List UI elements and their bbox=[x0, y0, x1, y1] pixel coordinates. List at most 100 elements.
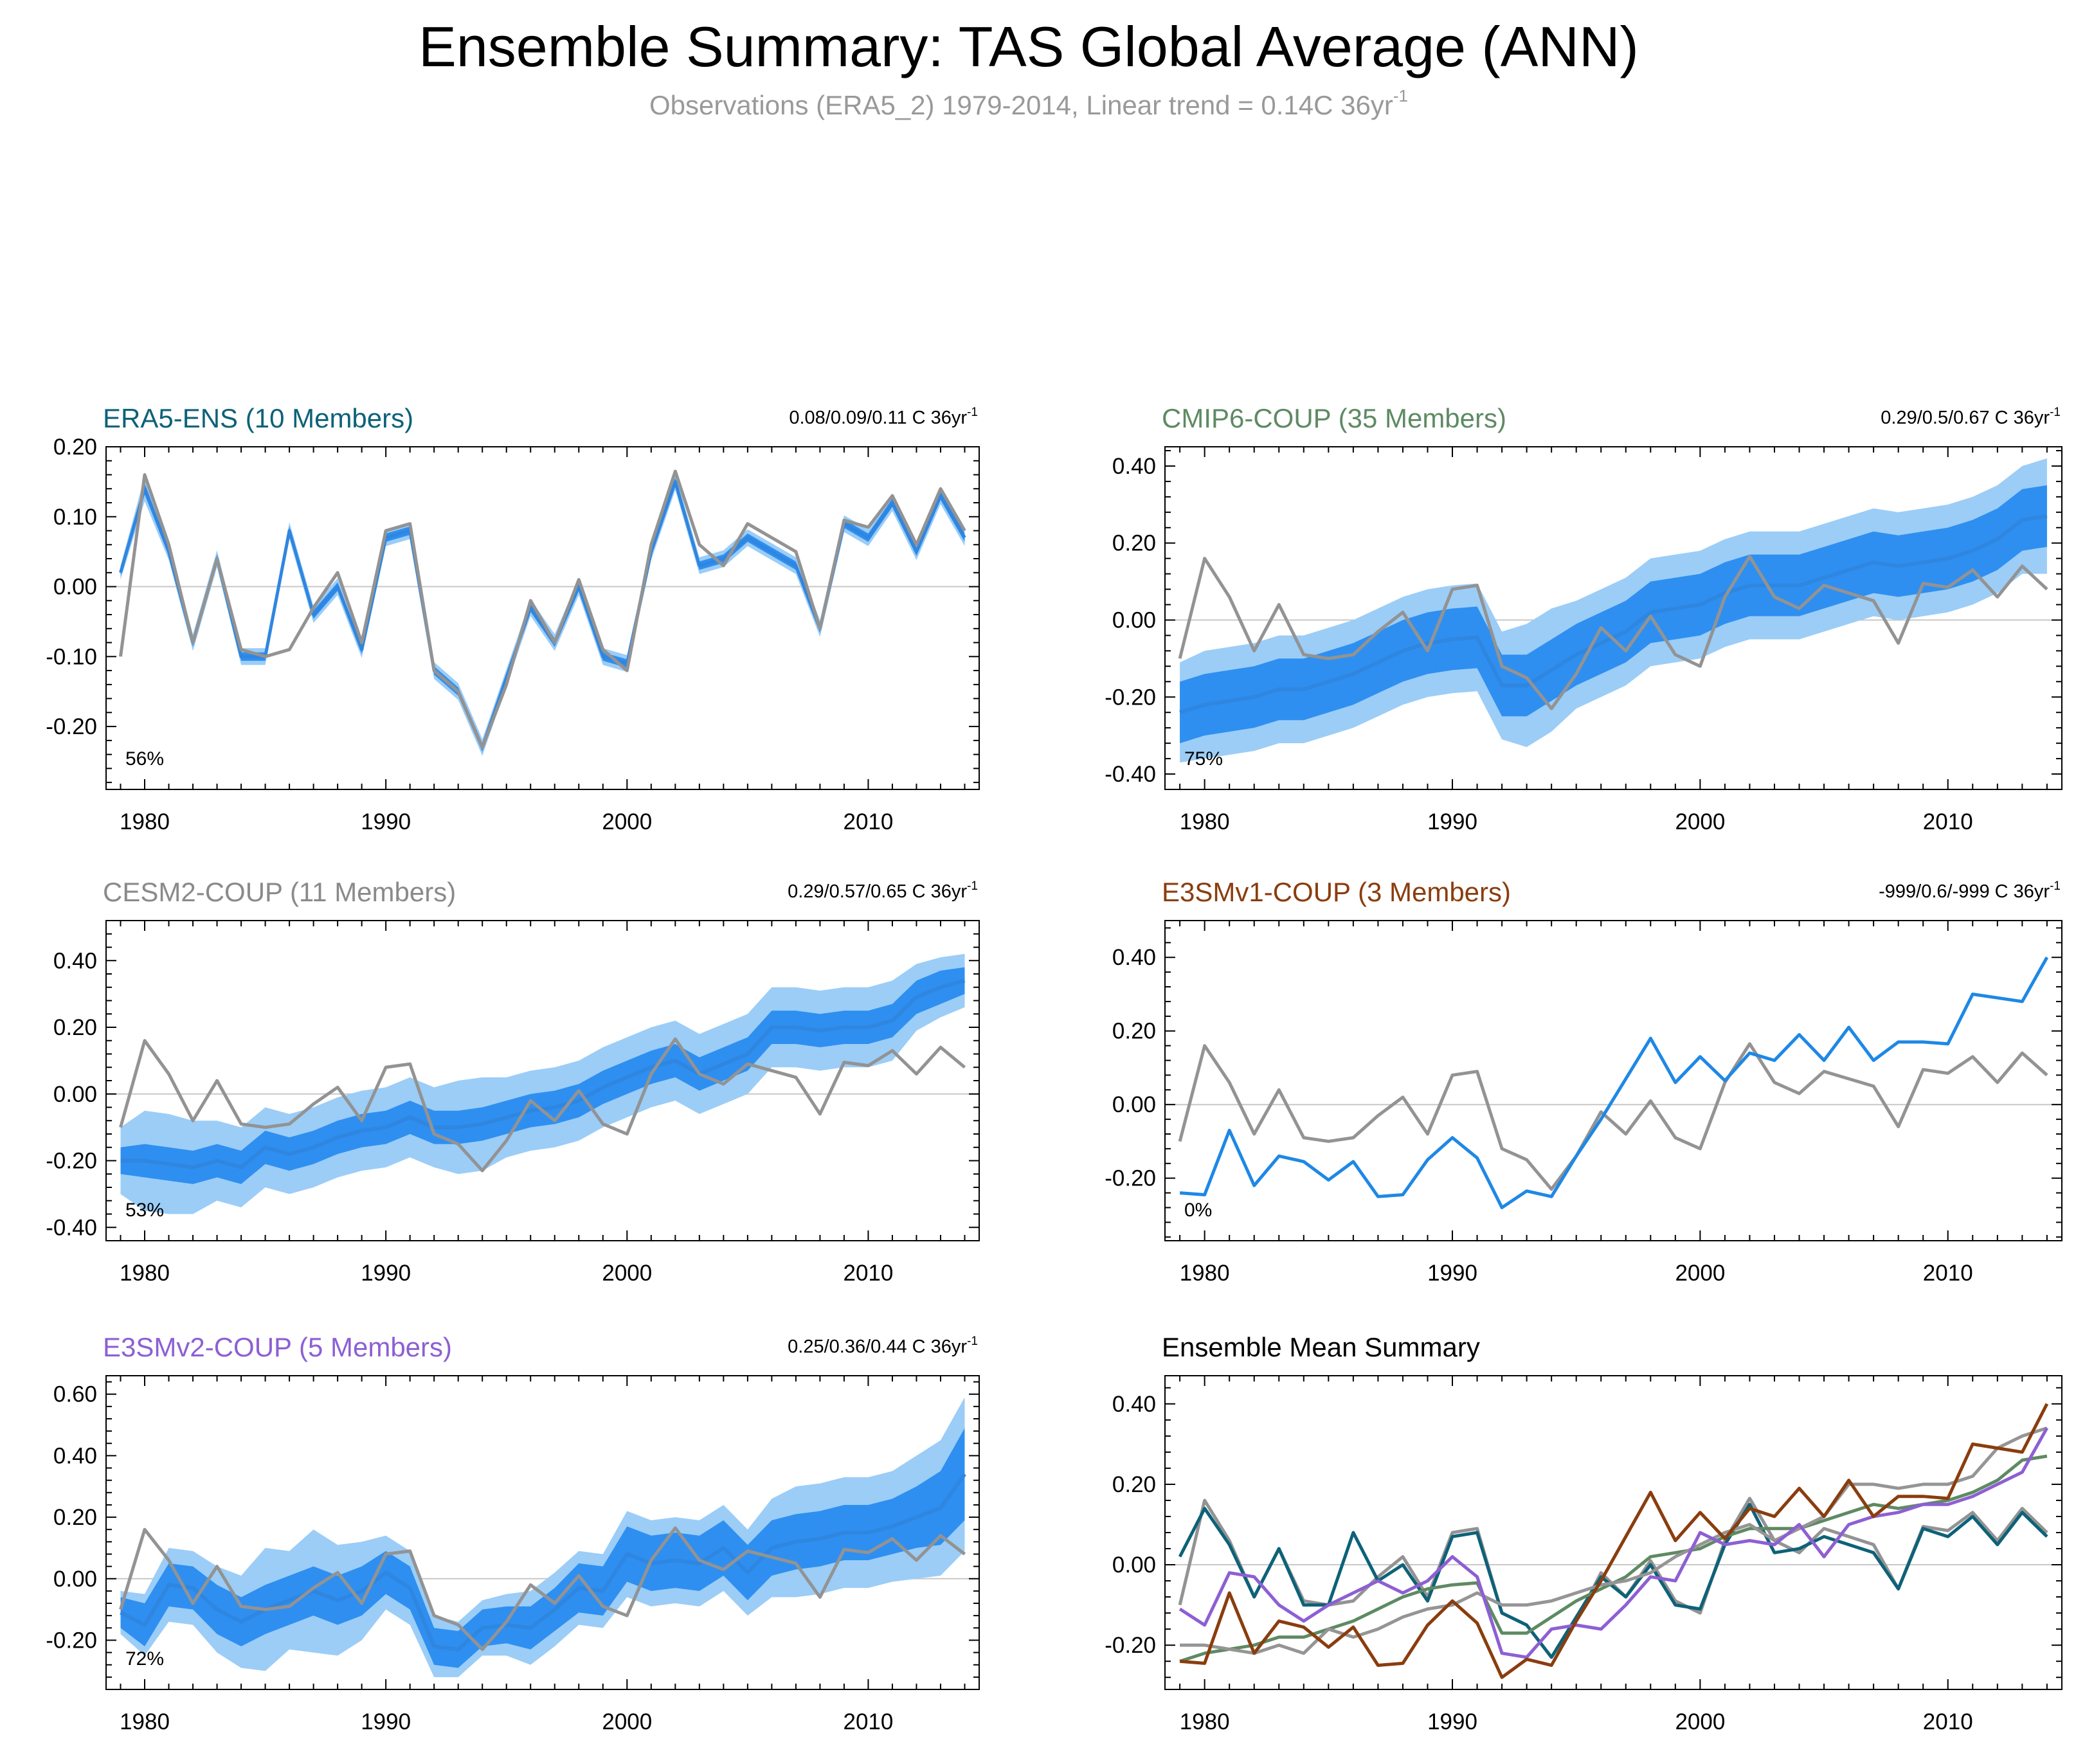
trend-label-value: 0.25/0.36/0.44 C 36yr bbox=[788, 1336, 967, 1357]
x-tick-label: 1990 bbox=[361, 1709, 411, 1734]
y-tick-label: 0.00 bbox=[1112, 608, 1156, 633]
trend-label: 0.25/0.36/0.44 C 36yr-1 bbox=[788, 1335, 978, 1357]
y-tick-label: 0.40 bbox=[1112, 1392, 1156, 1417]
y-tick-label: -0.20 bbox=[46, 1149, 97, 1174]
y-tick-label: -0.40 bbox=[1105, 762, 1156, 787]
y-tick-label: 0.00 bbox=[53, 1082, 97, 1107]
percent-label: 56% bbox=[125, 748, 164, 770]
panel-4: 0.40 0.20 0.00 -0.20 1980 1990 2000 2010 E3SMv1-… bbox=[1105, 877, 2062, 1286]
x-tick-label: 1990 bbox=[361, 809, 411, 834]
x-tick-label: 2010 bbox=[843, 1709, 893, 1734]
panel-title: E3SMv1-COUP (3 Members) bbox=[1162, 877, 1511, 907]
x-tick-label: 2000 bbox=[602, 1709, 652, 1734]
y-tick-label: -0.20 bbox=[1105, 685, 1156, 710]
trend-label: 0.29/0.5/0.67 C 36yr-1 bbox=[1881, 406, 2061, 428]
x-tick-label: 1990 bbox=[361, 1261, 411, 1286]
y-tick-label: 0.10 bbox=[53, 505, 97, 530]
y-tick-label: -0.40 bbox=[46, 1215, 97, 1240]
y-tick-label: 0.20 bbox=[1112, 1472, 1156, 1497]
plot-frame bbox=[1164, 920, 2062, 1241]
x-tick-label: 1980 bbox=[120, 1709, 170, 1734]
ensemble-mean-line bbox=[1179, 957, 2049, 1209]
x-tick-label: 1990 bbox=[1427, 1261, 1477, 1286]
x-tick-label: 1980 bbox=[1180, 809, 1230, 834]
x-tick-label: 1980 bbox=[120, 809, 170, 834]
y-tick-label: 0.40 bbox=[1112, 454, 1156, 479]
trend-label-value: -999/0.6/-999 C 36yr bbox=[1879, 881, 2050, 902]
x-tick-label: 2010 bbox=[1923, 1261, 1973, 1286]
subtitle-superscript: -1 bbox=[1393, 86, 1408, 105]
y-tick-label: 0.20 bbox=[53, 1505, 97, 1530]
y-tick-label: 0.00 bbox=[53, 1567, 97, 1592]
plot-frame bbox=[105, 1375, 980, 1690]
trend-label-superscript: -1 bbox=[2050, 879, 2061, 893]
y-tick-label: 0.20 bbox=[1112, 531, 1156, 556]
ensemble-mean-line bbox=[120, 1473, 966, 1652]
summary-series-line-4 bbox=[1178, 1427, 2049, 1659]
spread-band-inner bbox=[120, 967, 965, 1184]
spread-band-inner bbox=[1180, 485, 2047, 744]
trend-label-superscript: -1 bbox=[967, 406, 978, 419]
x-tick-label: 2000 bbox=[602, 1261, 652, 1286]
panel-title: ERA5-ENS (10 Members) bbox=[103, 403, 413, 433]
x-tick-label: 2000 bbox=[602, 809, 652, 834]
x-tick-label: 2010 bbox=[843, 1261, 893, 1286]
y-tick-label: 0.40 bbox=[1112, 945, 1156, 970]
panel-6: 0.40 0.20 0.00 -0.20 1980 1990 2000 2010 Ensembl… bbox=[1105, 1332, 2062, 1734]
spread-band-inner bbox=[120, 477, 965, 752]
trend-label: 0.08/0.09/0.11 C 36yr-1 bbox=[789, 406, 978, 428]
trend-label-value: 0.08/0.09/0.11 C 36yr bbox=[789, 408, 967, 428]
percent-label: 75% bbox=[1184, 748, 1223, 770]
observations-line bbox=[1178, 1042, 2048, 1191]
summary-series-line-1 bbox=[1178, 1502, 2048, 1659]
x-tick-label: 1980 bbox=[1180, 1261, 1230, 1286]
y-tick-label: -0.20 bbox=[1105, 1633, 1156, 1658]
trend-label-superscript: -1 bbox=[967, 1335, 978, 1348]
y-tick-label: -0.10 bbox=[46, 644, 97, 669]
y-tick-label: 0.40 bbox=[53, 1443, 97, 1468]
panel-title: E3SMv2-COUP (5 Members) bbox=[103, 1332, 452, 1362]
y-tick-label: 0.00 bbox=[1112, 1092, 1156, 1117]
y-tick-label: -0.20 bbox=[46, 1628, 97, 1653]
y-tick-label: 0.20 bbox=[53, 435, 97, 460]
y-tick-label: 0.20 bbox=[53, 1015, 97, 1040]
figure-subtitle: Observations (ERA5_2) 1979-2014, Linear … bbox=[0, 86, 2057, 121]
subtitle-text: Observations (ERA5_2) 1979-2014, Linear … bbox=[649, 90, 1393, 120]
observations-line bbox=[119, 1037, 966, 1173]
x-tick-label: 2000 bbox=[1675, 809, 1725, 834]
spread-band-inner bbox=[120, 1428, 965, 1668]
percent-label: 0% bbox=[1184, 1200, 1212, 1221]
trend-label-superscript: -1 bbox=[2050, 406, 2061, 419]
percent-label: 72% bbox=[125, 1648, 164, 1670]
x-tick-label: 2000 bbox=[1675, 1709, 1725, 1734]
x-tick-label: 2000 bbox=[1675, 1261, 1725, 1286]
panel-title: CMIP6-COUP (35 Members) bbox=[1162, 403, 1506, 433]
x-tick-label: 2010 bbox=[843, 809, 893, 834]
y-tick-label: 0.00 bbox=[53, 575, 97, 600]
y-tick-label: -0.20 bbox=[46, 714, 97, 739]
trend-label: -999/0.6/-999 C 36yr-1 bbox=[1879, 879, 2061, 902]
plot-frame bbox=[105, 446, 980, 790]
y-tick-label: 0.20 bbox=[1112, 1019, 1156, 1044]
panel-title: CESM2-COUP (11 Members) bbox=[103, 877, 456, 907]
percent-label: 53% bbox=[125, 1200, 164, 1221]
spread-band-outer bbox=[120, 473, 965, 756]
y-tick-label: 0.60 bbox=[53, 1382, 97, 1407]
trend-label-value: 0.29/0.57/0.65 C 36yr bbox=[788, 881, 967, 902]
trend-label-value: 0.29/0.5/0.67 C 36yr bbox=[1881, 408, 2050, 428]
observations-line bbox=[119, 1526, 966, 1652]
x-tick-label: 2010 bbox=[1923, 1709, 1973, 1734]
x-tick-label: 2010 bbox=[1923, 809, 1973, 834]
ensemble-mean-line bbox=[119, 480, 966, 750]
panel-5: 0.60 0.40 0.20 0.00 -0.20 1980 1990 2000 2010 E3S… bbox=[46, 1332, 980, 1734]
observations-line bbox=[119, 469, 966, 750]
trend-label: 0.29/0.57/0.65 C 36yr-1 bbox=[788, 879, 978, 902]
panel-title: Ensemble Mean Summary bbox=[1162, 1332, 1480, 1362]
y-tick-label: 0.40 bbox=[53, 948, 97, 973]
summary-series-line-5 bbox=[1179, 1403, 2049, 1679]
panel-1: 0.20 0.10 0.00 -0.10 -0.20 1980 1990 2000 2010 ER… bbox=[46, 403, 980, 834]
summary-series-line-3 bbox=[1180, 1426, 2048, 1655]
x-tick-label: 1980 bbox=[120, 1261, 170, 1286]
x-tick-label: 1990 bbox=[1427, 1709, 1477, 1734]
